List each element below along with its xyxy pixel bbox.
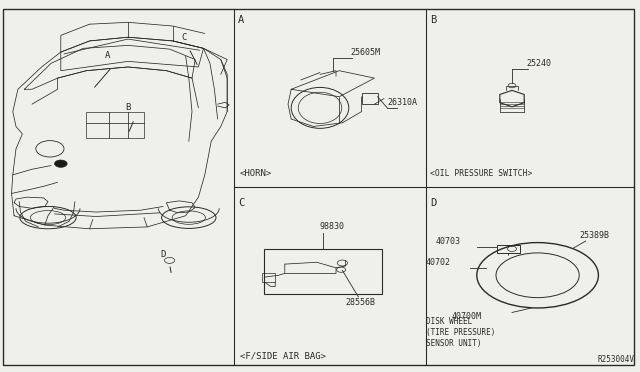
Text: 40703: 40703 xyxy=(435,237,460,246)
Text: 26310A: 26310A xyxy=(387,98,417,107)
Text: R253004V: R253004V xyxy=(598,355,635,364)
Text: B: B xyxy=(430,15,436,25)
Text: D: D xyxy=(161,250,166,259)
Bar xyxy=(262,273,275,282)
Text: <HORN>: <HORN> xyxy=(240,169,272,178)
Text: <F/SIDE AIR BAG>: <F/SIDE AIR BAG> xyxy=(240,352,326,361)
Bar xyxy=(264,249,383,294)
Bar xyxy=(362,93,378,104)
Text: C: C xyxy=(182,33,187,42)
Bar xyxy=(86,112,144,138)
Text: 25605M: 25605M xyxy=(351,48,381,57)
Text: C: C xyxy=(238,198,244,208)
Text: 25389B: 25389B xyxy=(579,231,609,240)
Text: A: A xyxy=(105,51,110,60)
Text: 98830: 98830 xyxy=(320,222,345,231)
Text: A: A xyxy=(238,15,244,25)
Text: 28556B: 28556B xyxy=(346,298,376,307)
Text: 40702: 40702 xyxy=(426,258,451,267)
Text: DISK WHEEL
(TIRE PRESSURE)
SENSOR UNIT): DISK WHEEL (TIRE PRESSURE) SENSOR UNIT) xyxy=(426,317,495,348)
Circle shape xyxy=(54,160,67,167)
Text: D: D xyxy=(430,198,436,208)
Text: B: B xyxy=(125,103,131,112)
Text: <OIL PRESSURE SWITCH>: <OIL PRESSURE SWITCH> xyxy=(430,169,532,178)
Text: 40700M: 40700M xyxy=(451,312,481,321)
Bar xyxy=(497,245,520,253)
Text: 25240: 25240 xyxy=(526,59,551,68)
